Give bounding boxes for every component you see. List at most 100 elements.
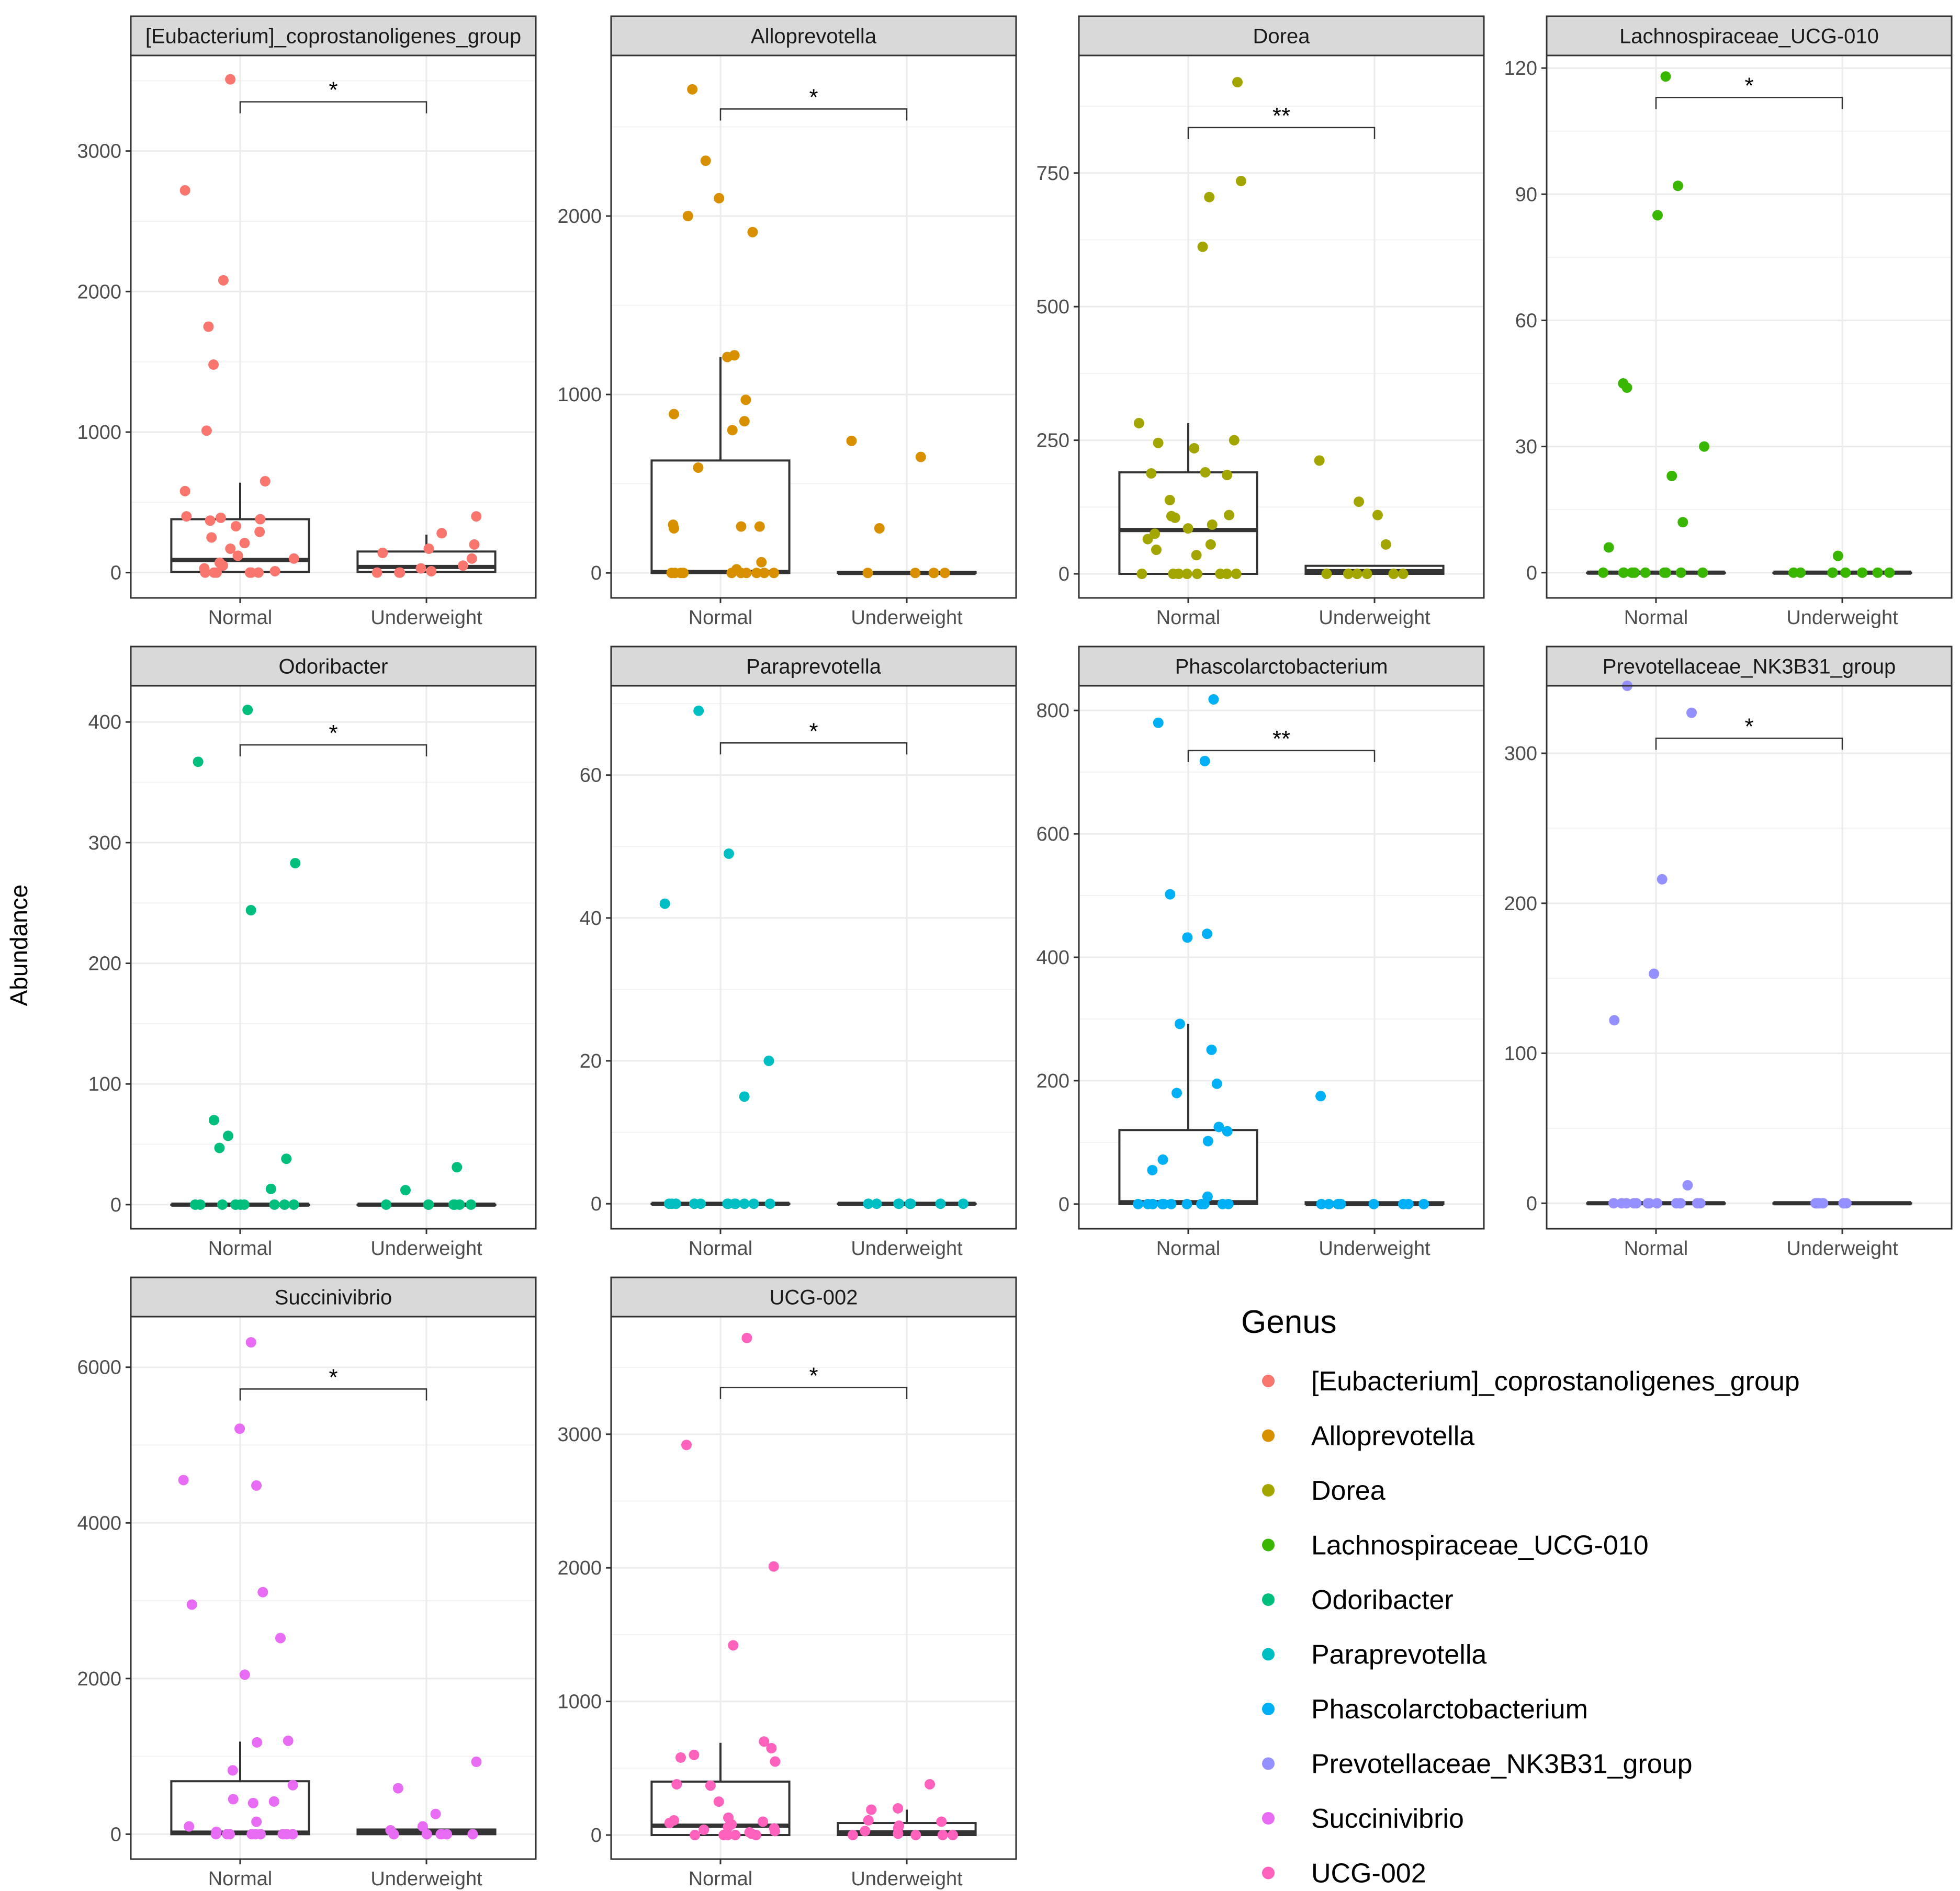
data-point (179, 185, 190, 196)
data-point (678, 568, 689, 579)
panel-strip (610, 1276, 1017, 1318)
data-point (1651, 1198, 1662, 1209)
legend-label: Lachnospiraceae_UCG-010 (1311, 1531, 1649, 1561)
data-point (689, 1198, 700, 1209)
significance-bracket (1655, 97, 1843, 109)
data-point (1222, 1126, 1233, 1137)
data-point (1174, 1018, 1185, 1029)
data-point (1201, 928, 1212, 939)
legend-label: Prevotellaceae_NK3B31_group (1311, 1749, 1693, 1780)
legend-label: Phascolarctobacterium (1311, 1694, 1588, 1725)
data-point (186, 1599, 197, 1610)
data-point (1151, 545, 1162, 556)
data-point (193, 756, 204, 767)
panel-border (1546, 685, 1953, 1230)
data-point (699, 1824, 709, 1835)
data-point (1660, 71, 1671, 82)
panel-background (1547, 55, 1952, 598)
data-point (245, 905, 256, 916)
legend-label: Dorea (1311, 1476, 1385, 1506)
y-tick-label: 0 (591, 1825, 602, 1847)
data-point (770, 1756, 781, 1767)
data-point (1629, 567, 1640, 578)
data-point (1418, 1198, 1429, 1209)
data-point (1197, 241, 1208, 252)
data-point (751, 568, 762, 579)
data-point (910, 1830, 921, 1841)
data-point (667, 1198, 678, 1209)
data-point (1235, 176, 1246, 187)
x-tick-label: Normal (208, 1238, 272, 1260)
panel-background (611, 1317, 1016, 1859)
data-point (1192, 569, 1203, 580)
box-normal (1118, 1129, 1258, 1205)
data-point (1657, 874, 1668, 885)
y-tick-label: 400 (88, 711, 121, 733)
data-point (471, 1757, 482, 1768)
data-point (736, 521, 747, 532)
data-point (265, 1183, 276, 1194)
legend-label: Odoribacter (1311, 1585, 1454, 1615)
data-point (1136, 569, 1147, 580)
data-point (1213, 1122, 1224, 1133)
data-point (871, 1198, 882, 1209)
data-point (230, 520, 241, 531)
x-tick-label: Underweight (851, 1238, 963, 1260)
significance-label: * (1744, 73, 1753, 98)
data-point (210, 1829, 221, 1840)
panel-title: Alloprevotella (751, 25, 877, 48)
data-point (466, 1199, 477, 1210)
data-point (723, 848, 734, 859)
data-point (252, 1737, 263, 1748)
data-point (669, 568, 680, 579)
data-point (392, 1783, 403, 1794)
y-tick-label: 0 (1058, 1194, 1069, 1216)
data-point (242, 705, 253, 716)
data-point (1211, 1078, 1222, 1089)
panel-background (131, 55, 536, 598)
data-point (939, 568, 950, 579)
data-point (1675, 567, 1686, 578)
data-point (388, 1829, 399, 1840)
data-point (1618, 567, 1629, 578)
data-point (1640, 567, 1651, 578)
x-tick-label: Normal (208, 607, 272, 629)
data-point (467, 1829, 478, 1840)
data-point (748, 1198, 759, 1209)
data-point (1368, 1198, 1379, 1209)
y-tick-label: 30 (1515, 436, 1537, 458)
data-point (471, 511, 482, 522)
legend-key (1262, 1703, 1275, 1715)
significance-label: * (809, 1363, 818, 1388)
y-tick-label: 100 (1504, 1043, 1537, 1065)
data-point (1699, 441, 1710, 452)
data-point (764, 1198, 775, 1209)
panel-10: UCG-002 0 1000 2000 3000 * Normal Underweight (557, 1276, 1017, 1890)
data-point (254, 526, 265, 537)
data-point (281, 1829, 292, 1840)
data-point (253, 567, 264, 578)
y-tick-label: 0 (1526, 1193, 1537, 1215)
data-point (1222, 470, 1233, 481)
data-point (1832, 550, 1843, 561)
data-point (1232, 77, 1243, 88)
data-point (1388, 569, 1399, 580)
data-point (739, 1091, 750, 1102)
data-point (218, 275, 229, 286)
y-tick-label: 2000 (77, 1668, 121, 1690)
y-tick-label: 0 (1058, 563, 1069, 585)
data-point (1403, 1198, 1414, 1209)
data-point (1354, 496, 1365, 507)
data-point (377, 548, 388, 559)
panel-strip (610, 646, 1017, 687)
data-point (423, 543, 434, 554)
data-point (693, 705, 704, 716)
data-point (1351, 569, 1362, 580)
y-tick-label: 1000 (557, 384, 602, 406)
data-point (768, 1561, 779, 1572)
panel-title: Lachnospiraceae_UCG-010 (1619, 25, 1879, 48)
data-point (915, 451, 926, 462)
data-point (863, 1815, 874, 1826)
y-tick-label: 6000 (77, 1357, 121, 1379)
